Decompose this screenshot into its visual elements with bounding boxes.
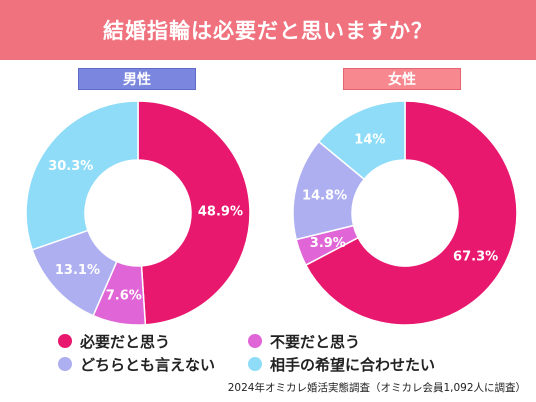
male-label-necessary: 48.9% [198, 204, 243, 219]
legend-label-necessary: 必要だと思う [80, 332, 171, 351]
title-banner: 結婚指輪は必要だと思いますか？ [0, 0, 536, 60]
legend: 必要だと思う 不要だと思う どちらとも言えない 相手の希望に合わせたい [58, 330, 528, 374]
female-label-unnecessary: 3.9% [310, 236, 346, 251]
female-donut-chart: 67.3% 3.9% 14.8% 14% [292, 100, 518, 326]
female-label-necessary: 67.3% [453, 250, 498, 265]
female-slice-necessary [304, 100, 518, 326]
legend-label-partner: 相手の希望に合わせたい [270, 355, 436, 374]
source-note: 2024年オミカレ婚活実態調査（オミカレ会員1,092人に調査） [227, 382, 526, 394]
male-label-neutral: 13.1% [55, 263, 100, 278]
legend-label-neutral: どちらとも言えない [80, 355, 216, 374]
male-slice-partner [25, 100, 139, 251]
male-label-unnecessary: 7.6% [106, 288, 142, 303]
female-label-partner: 14% [354, 132, 385, 147]
legend-dot-necessary [58, 334, 72, 348]
male-donut-chart: 48.9% 7.6% 13.1% 30.3% [25, 100, 251, 326]
legend-dot-unnecessary [248, 334, 262, 348]
female-chart-label: 女性 [343, 68, 461, 90]
female-slice-partner [317, 100, 406, 181]
female-label-neutral: 14.8% [302, 188, 347, 203]
legend-item-unnecessary: 不要だと思う [248, 330, 360, 352]
male-chart-label: 男性 [78, 68, 196, 90]
legend-label-unnecessary: 不要だと思う [270, 332, 361, 351]
chart-title: 結婚指輪は必要だと思いますか？ [103, 19, 433, 43]
legend-dot-neutral [58, 357, 72, 371]
male-slice-necessary [137, 100, 251, 326]
male-label-partner: 30.3% [48, 159, 93, 174]
legend-dot-partner [248, 357, 262, 371]
legend-item-neutral: どちらとも言えない [58, 353, 215, 375]
legend-item-necessary: 必要だと思う [58, 330, 170, 352]
legend-item-partner: 相手の希望に合わせたい [248, 353, 435, 375]
